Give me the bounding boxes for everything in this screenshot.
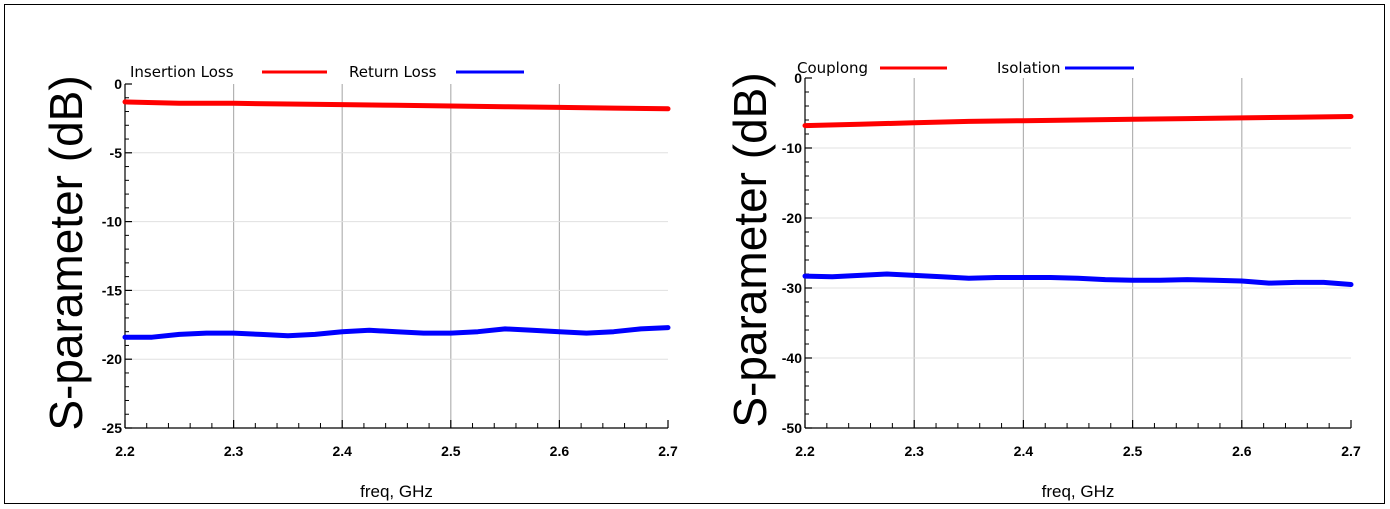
x-tick-label: 2.3 xyxy=(224,443,244,459)
y-tick-label: -10 xyxy=(102,214,122,230)
x-axis-title: freq, GHz xyxy=(1042,482,1115,501)
series-line-isolation xyxy=(802,271,1354,287)
y-tick-label: 0 xyxy=(114,76,122,92)
y-tick-label: -40 xyxy=(782,350,802,366)
x-tick-label: 2.5 xyxy=(441,443,461,459)
y-tick-label: -50 xyxy=(782,420,802,436)
legend-label: Insertion Loss xyxy=(130,63,234,81)
x-tick-label: 2.5 xyxy=(1123,443,1143,459)
x-tick-label: 2.7 xyxy=(1341,443,1361,459)
x-tick-label: 2.2 xyxy=(115,443,135,459)
y-tick-label: -10 xyxy=(782,140,802,156)
y-tick-label: -15 xyxy=(102,282,122,298)
y-axis-title: S-parameter (dB) xyxy=(724,72,776,427)
legend-label: Isolation xyxy=(997,59,1061,77)
x-tick-label: 2.4 xyxy=(1014,443,1034,459)
x-tick-label: 2.4 xyxy=(332,443,352,459)
y-tick-label: -20 xyxy=(782,210,802,226)
x-axis-title: freq, GHz xyxy=(360,482,433,501)
y-tick-label: 0 xyxy=(794,70,802,86)
x-tick-label: 2.6 xyxy=(1232,443,1252,459)
series-line-return-loss xyxy=(122,325,671,340)
legend-label: Return Loss xyxy=(349,63,437,81)
x-tick-label: 2.2 xyxy=(795,443,815,459)
y-tick-label: -25 xyxy=(102,420,122,436)
series-line-couplong xyxy=(802,114,1354,129)
series-line-insertion-loss xyxy=(122,99,671,112)
legend-label: Couplong xyxy=(797,59,868,77)
y-tick-label: -20 xyxy=(102,351,122,367)
x-tick-label: 2.7 xyxy=(658,443,678,459)
x-tick-label: 2.6 xyxy=(550,443,570,459)
x-tick-label: 2.3 xyxy=(904,443,924,459)
y-axis-title: S-parameter (dB) xyxy=(40,75,92,430)
y-tick-label: -30 xyxy=(782,280,802,296)
y-tick-label: -5 xyxy=(110,145,123,161)
